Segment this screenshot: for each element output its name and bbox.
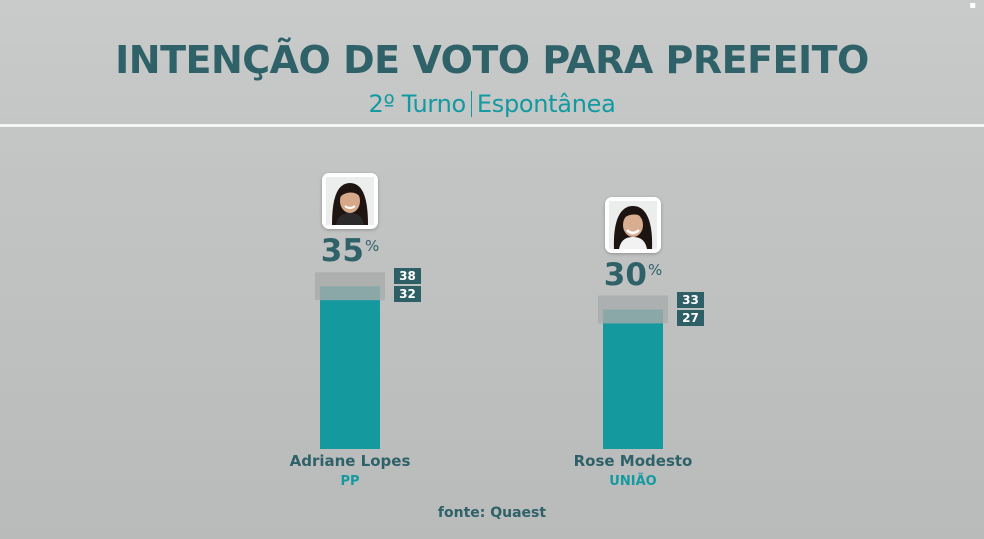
- corner-mark: ▪: [969, 0, 976, 11]
- error-range-2: [598, 295, 668, 324]
- subtitle-round: 2º Turno: [368, 90, 467, 118]
- value-number: 35: [320, 233, 364, 270]
- candidate-party: UNIÃO: [609, 474, 657, 489]
- subtitle-divider: [470, 91, 472, 117]
- candidate-name: Rose Modesto: [573, 452, 693, 470]
- candidate-photo-icon: [326, 177, 374, 226]
- subtitle-type: Espontânea: [476, 90, 616, 118]
- value-number: 30: [603, 256, 647, 293]
- candidate-party: PP: [340, 474, 360, 489]
- source-note: fonte: Quaest: [437, 505, 547, 521]
- bar-2: [603, 309, 663, 449]
- avatar-candidate-1: [322, 173, 378, 230]
- chart-subtitle: 2º Turno Espontânea: [0, 90, 984, 118]
- value-label-candidate-2: 30%: [583, 256, 683, 293]
- lower-bound-candidate-1: 32: [394, 286, 421, 303]
- lower-bound-candidate-2: 27: [677, 309, 704, 326]
- header-divider: [0, 124, 984, 127]
- percent-symbol: %: [364, 237, 380, 256]
- upper-bound-candidate-1: 38: [394, 268, 421, 285]
- avatar-candidate-2: [605, 196, 661, 253]
- candidate-photo-icon: [609, 200, 657, 249]
- upper-bound-candidate-2: 33: [677, 291, 704, 308]
- value-label-candidate-1: 35%: [300, 236, 400, 267]
- percent-symbol: %: [647, 260, 663, 279]
- candidate-name: Adriane Lopes: [289, 452, 411, 470]
- error-range-1: [315, 272, 385, 301]
- bar-1: [320, 286, 380, 449]
- chart-title: INTENÇÃO DE VOTO PARA PREFEITO: [115, 38, 869, 82]
